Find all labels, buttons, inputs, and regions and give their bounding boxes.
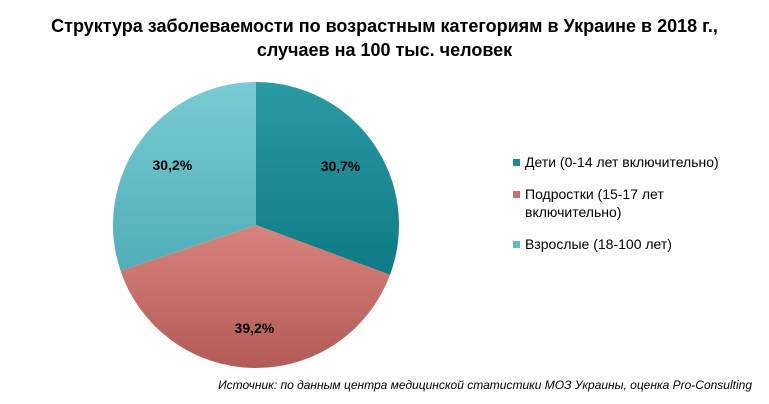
chart-title: Структура заболеваемости по возрастным к… (51, 16, 718, 36)
legend-swatch-teenagers (513, 191, 520, 198)
pie-slice-labels: 30,7% 39,2% 30,2% (153, 157, 361, 336)
pie-slice-adults (112, 81, 256, 271)
chart-subtitle: случаев на 100 тыс. человек (256, 40, 513, 60)
slice-label-teenagers: 39,2% (235, 320, 275, 336)
slice-label-children: 30,7% (321, 158, 361, 174)
chart-title-block: Структура заболеваемости по возрастным к… (0, 14, 769, 62)
pie-slices (112, 81, 399, 368)
legend-label-teenagers: Подростки (15-17 лет включительно) (525, 186, 664, 220)
legend-item-adults: Взрослые (18-100 лет) (513, 235, 763, 253)
legend-item-teenagers: Подростки (15-17 лет включительно) (513, 185, 763, 221)
slice-label-adults: 30,2% (153, 157, 193, 173)
legend-swatch-adults (513, 241, 520, 248)
pie-slice-children (256, 82, 399, 275)
chart-legend: Дети (0-14 лет включительно) Подростки (… (513, 153, 763, 267)
pie-slice-teenagers (120, 225, 391, 368)
legend-item-children: Дети (0-14 лет включительно) (513, 153, 763, 171)
legend-swatch-children (513, 159, 520, 166)
source-note: Источник: по данным центра медицинской с… (218, 378, 752, 392)
legend-label-adults: Взрослые (18-100 лет) (525, 236, 672, 252)
legend-label-children: Дети (0-14 лет включительно) (525, 154, 719, 170)
